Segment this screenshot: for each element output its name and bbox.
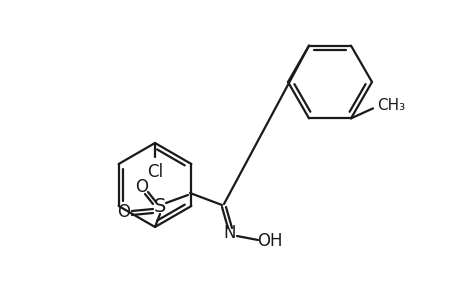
Text: O: O: [117, 203, 130, 221]
Text: CH₃: CH₃: [376, 98, 404, 113]
Text: O: O: [135, 178, 148, 196]
Text: S: S: [153, 197, 166, 217]
Text: OH: OH: [257, 232, 282, 250]
Text: Cl: Cl: [146, 163, 162, 181]
Text: N: N: [223, 224, 236, 242]
